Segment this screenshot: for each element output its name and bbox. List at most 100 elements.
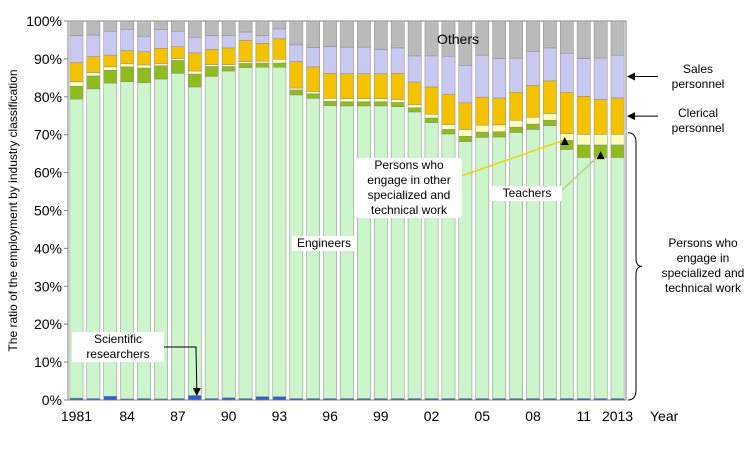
bar-segment-engineers [593,157,608,399]
bar-segment-other_specialized [103,66,118,71]
bar-segment-others [289,20,304,46]
bar-segment-sales [289,44,304,62]
teachers-arrowhead [596,151,605,160]
bar-segment-other_specialized [69,81,84,87]
bar-segment-other_specialized [441,124,456,130]
bar-segment-clerical [576,96,591,135]
bar-segment-others [204,20,219,37]
specialized-group-label-line2: engage in [676,251,730,265]
bar-segment-teachers [120,66,135,82]
bar-segment-sales [221,35,236,49]
bar-segment-sales [137,35,151,52]
bar-segment-engineers [475,137,490,399]
bar-segment-sales [407,55,422,83]
x-tick-label: 1981 [61,408,92,424]
bar-segment-clerical [255,43,270,62]
bar-segment-sales [69,35,84,63]
bar-segment-engineers [221,70,236,398]
bar-segment-clerical [137,51,151,66]
bar-segment-clerical [306,66,321,92]
bar-segment-clerical [543,80,557,114]
bar-segment-engineers [373,105,388,399]
bar-segment-clerical [187,52,202,72]
bar-segment-engineers [340,105,354,399]
bar-segment-clerical [103,54,118,68]
bar-segment-others [187,20,202,38]
teachers-label: Teachers [492,186,562,201]
other-specialized-label: Persons who engage in other specialized … [356,158,462,218]
specialized-group-label-line1: Persons who [668,236,738,250]
bar-segment-sales [323,46,337,74]
bar-segment-others [137,20,151,37]
bar-segment-teachers [187,73,202,88]
clerical-arrowhead [627,112,635,121]
bar-segment-engineers [407,111,422,399]
bar-segment-engineers [526,129,540,399]
x-tick-label: 02 [424,408,440,424]
bar-segment-sales [475,54,490,98]
bar-segment-sales [306,47,321,68]
bar-segment-clerical [492,97,507,126]
bar-segment-other_specialized [390,99,405,103]
bar-segment-others [154,20,168,30]
x-tick-label: 11 [576,408,591,424]
specialized-group-brace [627,132,643,401]
bar-segment-sales [373,49,388,74]
bar-segment-other_specialized [593,134,608,146]
x-tick-label: 99 [373,408,389,424]
sales-personnel-label-line1: Sales [682,62,714,76]
bar-segment-clerical [171,46,185,59]
bar-segment-sales [357,46,371,74]
x-tick-label: 84 [119,408,135,424]
bar-segment-others [103,20,118,32]
x-tick-label: 05 [474,408,490,424]
bar-segment-others [509,20,523,59]
teachers-arrow [559,153,602,193]
bar-segment-other_specialized [86,72,101,77]
bar-segment-other_specialized [272,59,287,64]
bar-segment-clerical [373,73,388,99]
y-tick-label: 60% [34,165,62,181]
bar-segment-sales [340,46,354,74]
bar-segment-other_specialized [171,58,185,61]
bar-segment-clerical [69,62,84,82]
bar-segment-other_specialized [458,129,473,137]
bar-segment-clerical [238,40,253,62]
bar-segment-other_specialized [543,113,557,121]
bar-segment-others [306,20,321,48]
bar-segment-sales [171,30,185,48]
y-tick-label: 10% [34,354,62,370]
bar-segment-clerical [526,85,540,118]
bar-segment-sales [543,47,557,82]
bar-segment-others [255,20,270,37]
bar-segment-engineers [238,67,253,399]
bar-segment-engineers [576,157,591,399]
specialized-group-label: Persons who engage in specialized and te… [656,236,750,296]
bar-segment-others [441,20,456,57]
bar-segment-teachers [492,131,507,138]
bar-segment-teachers [204,66,219,77]
bar-segment-sales [255,35,270,44]
bar-segment-clerical [390,73,405,100]
engineers-label: Engineers [292,236,356,251]
bar-segment-clerical [509,92,523,121]
bar-segment-sales [526,51,540,86]
bar-segment-scientific [69,397,84,401]
bar-segment-teachers [340,101,354,107]
y-tick-label: 90% [34,51,62,67]
bar-segment-sales [154,29,168,49]
bar-segment-others [357,20,371,48]
y-tick-label: 100% [26,13,62,29]
bar-segment-clerical [204,49,219,65]
bar-segment-others [86,20,101,36]
bar-segment-sales [103,30,118,56]
bar-segment-other_specialized [373,98,388,102]
bar-segment-sales [509,57,523,93]
bar-segment-clerical [272,38,287,60]
bar-segment-clerical [154,48,168,65]
scientific-researchers-label: Scientific researchers [72,332,164,362]
bar-segment-others [69,20,84,37]
bar-segment-sales [441,55,456,95]
bar-segment-others [458,20,473,66]
